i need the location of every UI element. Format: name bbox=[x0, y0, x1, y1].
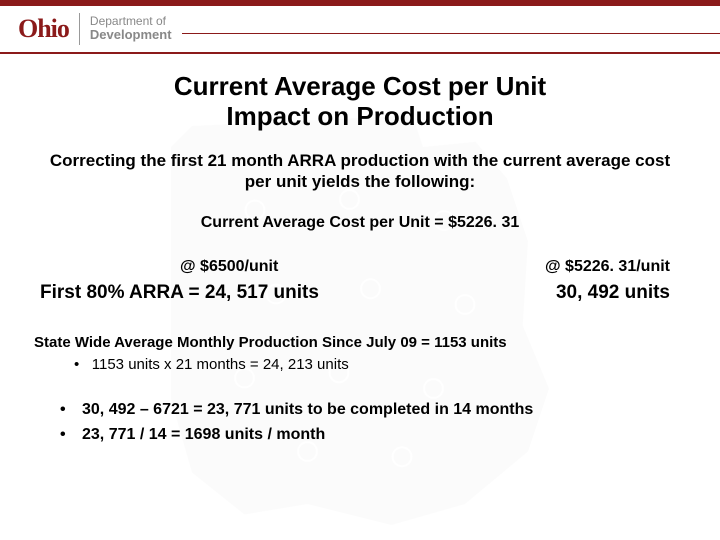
column-right: @ $5226. 31/unit 30, 492 units bbox=[545, 258, 670, 304]
avg-cost-line: Current Average Cost per Unit = $5226. 3… bbox=[30, 214, 690, 232]
bullet-list: • 30, 492 – 6721 = 23, 771 units to be c… bbox=[30, 398, 690, 448]
right-units: 30, 492 units bbox=[545, 282, 670, 304]
logo-department: Department of Development bbox=[90, 15, 172, 42]
slide-title: Current Average Cost per Unit Impact on … bbox=[30, 72, 690, 132]
bullet-text-2: 23, 771 / 14 = 1698 units / month bbox=[82, 423, 325, 448]
bullet-item-1: • 30, 492 – 6721 = 23, 771 units to be c… bbox=[60, 398, 690, 423]
bullet-dot-icon: • bbox=[60, 398, 82, 423]
bullet-item-2: • 23, 771 / 14 = 1698 units / month bbox=[60, 423, 690, 448]
left-rate: @ $6500/unit bbox=[40, 258, 319, 276]
statewide-bullet: • 1153 units x 21 months = 24, 213 units bbox=[34, 354, 690, 376]
statewide-line2: 1153 units x 21 months = 24, 213 units bbox=[92, 356, 349, 373]
title-line2: Impact on Production bbox=[226, 101, 493, 131]
header-rule bbox=[182, 33, 720, 34]
header-bar: Ohio Department of Development bbox=[0, 0, 720, 54]
right-rate: @ $5226. 31/unit bbox=[545, 258, 670, 276]
column-left: @ $6500/unit First 80% ARRA = 24, 517 un… bbox=[40, 258, 319, 304]
title-line1: Current Average Cost per Unit bbox=[174, 71, 546, 101]
statewide-line1: State Wide Average Monthly Production Si… bbox=[34, 332, 690, 354]
bullet-dot-icon: • bbox=[60, 423, 82, 448]
slide-content: Current Average Cost per Unit Impact on … bbox=[0, 54, 720, 540]
bullet-dot-icon: • bbox=[74, 356, 92, 373]
comparison-columns: @ $6500/unit First 80% ARRA = 24, 517 un… bbox=[30, 258, 690, 304]
intro-text: Correcting the first 21 month ARRA produ… bbox=[30, 150, 690, 193]
dept-line2: Development bbox=[90, 28, 172, 42]
statewide-block: State Wide Average Monthly Production Si… bbox=[30, 332, 690, 376]
logo-divider bbox=[79, 13, 80, 45]
logo-ohio: Ohio bbox=[18, 14, 69, 44]
left-units: First 80% ARRA = 24, 517 units bbox=[40, 282, 319, 304]
bullet-text-1: 30, 492 – 6721 = 23, 771 units to be com… bbox=[82, 398, 533, 423]
